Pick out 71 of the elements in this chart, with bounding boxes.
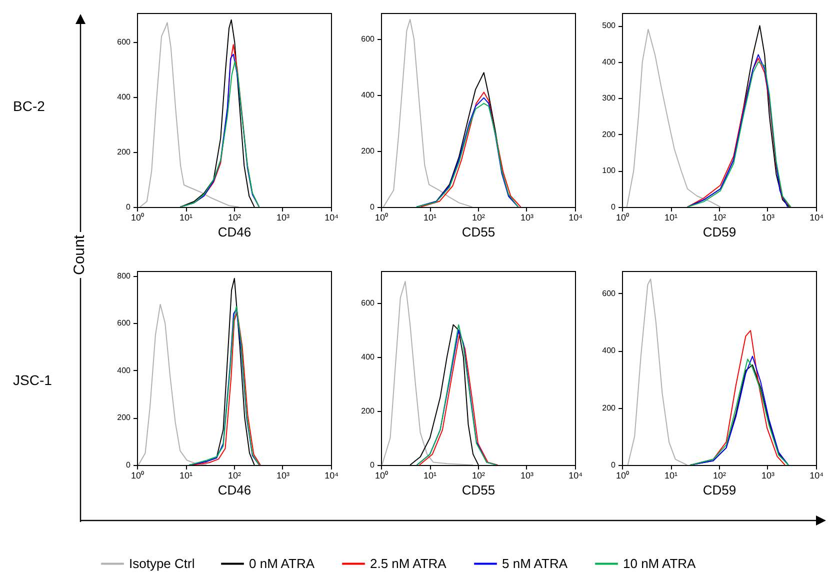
y-tick-label: 600 <box>602 288 616 298</box>
x-axis-title: CD59 <box>702 224 736 240</box>
x-axis-title: CD46 <box>218 224 252 240</box>
y-tick-label: 500 <box>602 21 616 30</box>
x-tick-label: 10² <box>472 470 486 480</box>
x-tick-label: 10¹ <box>423 470 437 480</box>
text: JSC-1 <box>13 372 52 388</box>
x-tick-label: 10² <box>472 212 486 222</box>
y-tick-label: 0 <box>611 202 616 212</box>
y-tick-label: 600 <box>361 34 376 44</box>
y-tick-label: 600 <box>117 37 132 46</box>
x-tick-label: 10³ <box>520 470 534 480</box>
y-tick-label: 400 <box>361 352 376 362</box>
x-tick-label: 10¹ <box>664 470 678 480</box>
x-axis-title: CD55 <box>462 224 496 240</box>
y-tick-label: 800 <box>117 271 132 280</box>
y-tick-label: 200 <box>117 413 132 422</box>
x-tick-label: 10⁴ <box>568 470 583 480</box>
x-tick-label: 10⁰ <box>374 212 388 222</box>
text: BC-2 <box>13 98 45 114</box>
x-tick-label: 10³ <box>761 212 775 222</box>
y-tick-label: 300 <box>602 94 616 103</box>
x-tick-label: 10⁴ <box>324 470 339 480</box>
x-tick-label: 10³ <box>276 212 290 222</box>
y-tick-label: 200 <box>361 146 376 156</box>
y-tick-label: 400 <box>602 346 616 356</box>
x-tick-label: 10⁴ <box>810 470 824 480</box>
legend-label: 5 nM ATRA <box>502 556 568 571</box>
y-tick-label: 0 <box>611 460 616 470</box>
x-tick-label: 10⁴ <box>324 212 339 222</box>
legend-label: Isotype Ctrl <box>129 556 195 571</box>
x-tick-label: 10⁰ <box>374 470 388 480</box>
y-tick-label: 600 <box>361 298 376 308</box>
y-tick-label: 600 <box>117 318 132 328</box>
y-tick-label: 200 <box>602 130 616 139</box>
x-tick-label: 10³ <box>761 470 775 480</box>
legend-label: 0 nM ATRA <box>249 556 315 571</box>
y-tick-label: 0 <box>126 202 132 212</box>
x-tick-label: 10¹ <box>179 470 193 480</box>
x-tick-label: 10² <box>712 212 726 222</box>
x-tick-label: 10⁰ <box>130 212 144 222</box>
x-tick-label: 10³ <box>276 470 290 480</box>
y-tick-label: 0 <box>126 460 132 470</box>
x-axis-title: CD55 <box>462 482 496 498</box>
x-tick-label: 10⁰ <box>616 470 630 480</box>
x-tick-label: 10⁴ <box>568 212 583 222</box>
y-tick-label: 400 <box>602 57 616 66</box>
x-tick-label: 10¹ <box>179 212 193 222</box>
y-tick-label: 400 <box>117 92 132 102</box>
x-axis-title: CD46 <box>218 482 252 498</box>
y-tick-label: 0 <box>370 460 376 470</box>
y-axis-title: Count <box>71 232 88 278</box>
legend-label: 10 nM ATRA <box>623 556 696 571</box>
legend-label: 2.5 nM ATRA <box>370 556 447 571</box>
x-tick-label: 10³ <box>520 212 534 222</box>
y-tick-label: 200 <box>361 406 376 416</box>
y-tick-label: 100 <box>602 166 616 176</box>
x-tick-label: 10¹ <box>664 212 678 222</box>
x-tick-label: 10² <box>712 470 726 480</box>
x-tick-label: 10² <box>228 212 242 222</box>
x-tick-label: 10² <box>228 470 242 480</box>
y-tick-label: 400 <box>361 90 376 100</box>
x-tick-label: 10⁰ <box>130 470 144 480</box>
y-tick-label: 200 <box>602 403 616 412</box>
x-axis-title: CD59 <box>702 482 736 498</box>
y-tick-label: 200 <box>117 147 132 156</box>
y-tick-label: 0 <box>370 202 376 212</box>
x-tick-label: 10⁰ <box>616 212 630 222</box>
x-tick-label: 10¹ <box>423 212 437 222</box>
y-tick-label: 400 <box>117 366 132 375</box>
x-tick-label: 10⁴ <box>810 212 824 222</box>
